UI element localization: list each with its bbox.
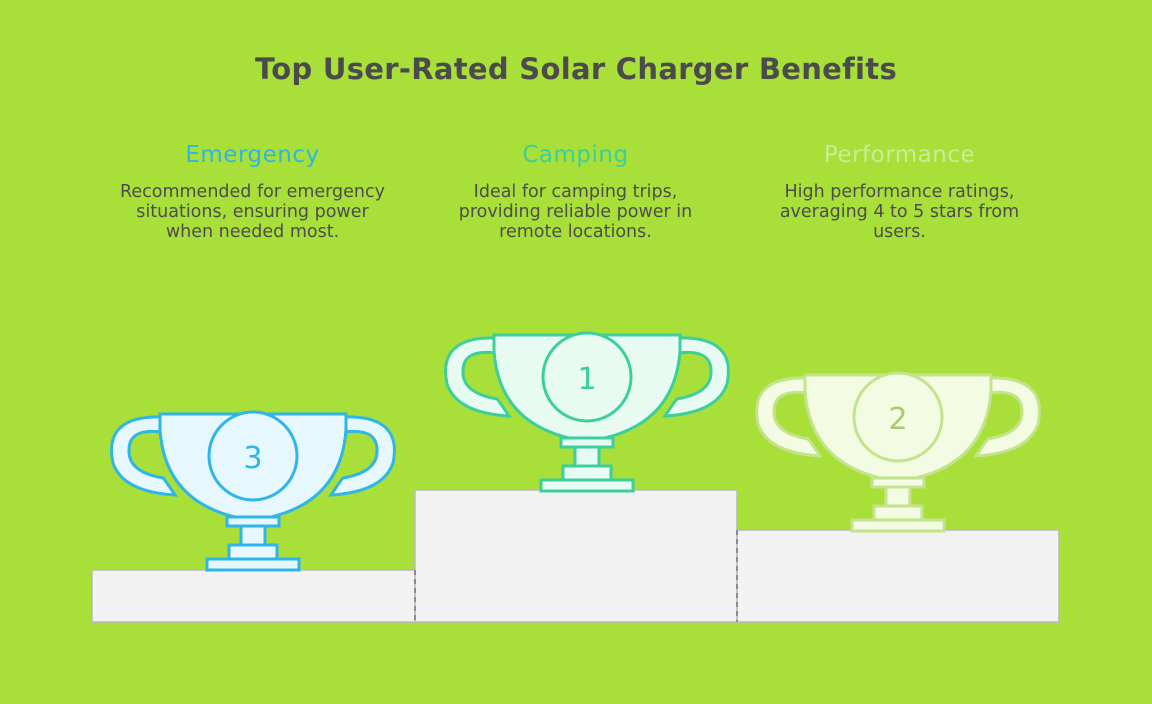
rank-label-performance: 2 [888, 402, 907, 437]
benefit-performance: Performance High performance ratings, av… [762, 142, 1037, 242]
trophy-emergency-icon: 3 [110, 410, 396, 572]
page-title: Top User-Rated Solar Charger Benefits [254, 52, 898, 86]
podium-block-second [736, 529, 1060, 623]
podium-block-third [91, 569, 416, 623]
benefit-description-performance: High performance ratings, averaging 4 to… [779, 182, 1020, 242]
podium [91, 489, 1060, 623]
benefit-camping: Camping Ideal for camping trips, providi… [448, 142, 703, 242]
benefit-emergency: Emergency Recommended for emergency situ… [115, 142, 390, 242]
benefit-heading-camping: Camping [522, 142, 629, 168]
podium-block-first [414, 489, 738, 623]
trophy-camping-icon: 1 [444, 331, 730, 493]
benefit-heading-performance: Performance [823, 142, 976, 168]
benefit-description-camping: Ideal for camping trips, providing relia… [458, 182, 693, 242]
rank-label-camping: 1 [577, 362, 596, 397]
benefit-description-emergency: Recommended for emergency situations, en… [119, 182, 385, 242]
rank-label-emergency: 3 [243, 441, 262, 476]
benefit-heading-emergency: Emergency [185, 142, 320, 168]
trophy-performance-icon: 2 [755, 371, 1041, 533]
